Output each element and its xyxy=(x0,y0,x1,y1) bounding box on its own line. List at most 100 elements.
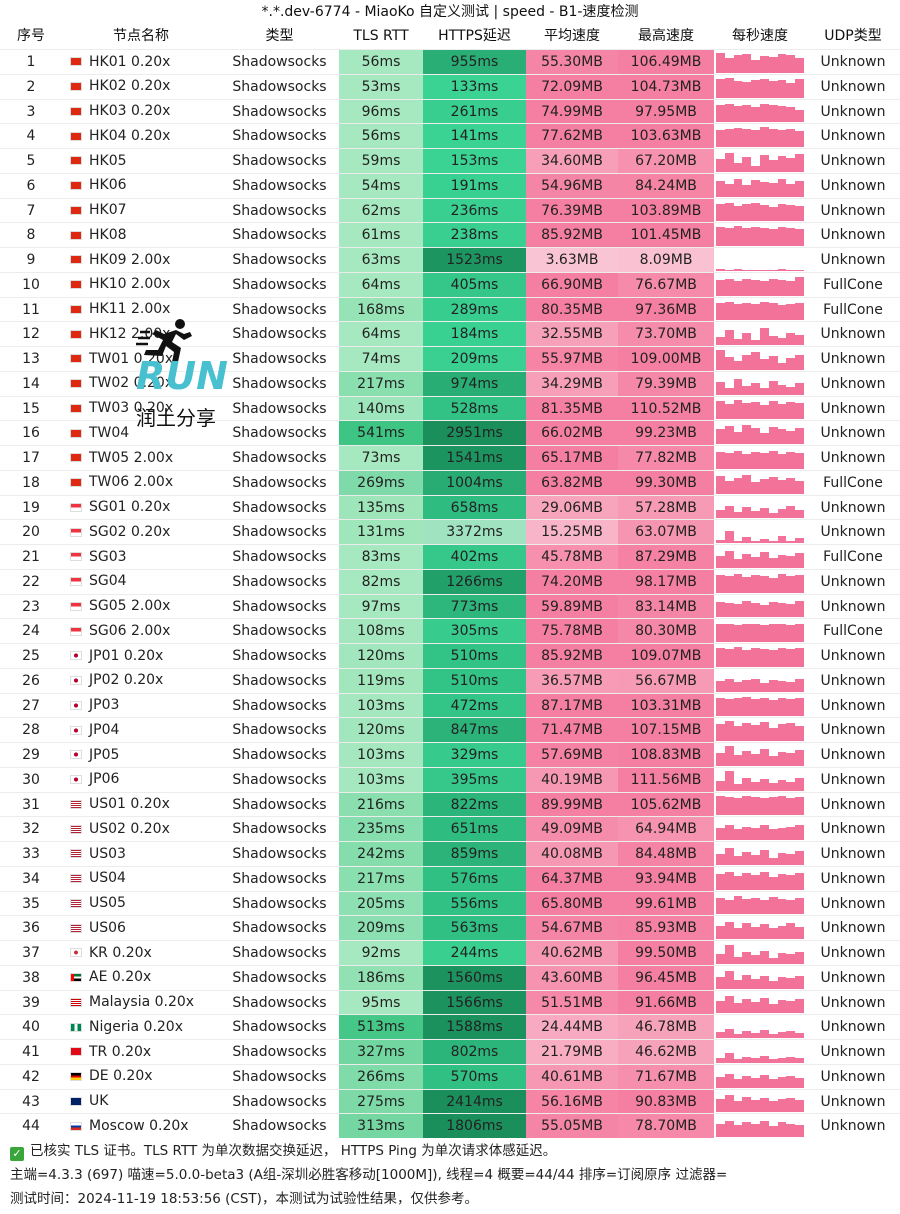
sparkline-bar xyxy=(724,848,734,865)
tls-rtt: 140ms xyxy=(339,395,423,421)
sparkline-bars xyxy=(716,1017,804,1038)
sparkline-bar xyxy=(786,797,796,816)
flag-us-icon xyxy=(70,799,82,809)
node-name: HK03 0.20x xyxy=(89,103,171,119)
sparkline-bars xyxy=(716,126,804,147)
sparkline-bars xyxy=(716,102,804,123)
sparkline-bar xyxy=(768,727,778,741)
sparkline-bar xyxy=(786,854,796,865)
sparkline-bar xyxy=(759,301,769,321)
sparkline-bar xyxy=(759,270,769,271)
sparkline-bar xyxy=(716,539,725,543)
row-index: 33 xyxy=(0,841,62,866)
row-index: 44 xyxy=(0,1113,62,1138)
sparkline-bar xyxy=(733,361,743,370)
tls-rtt: 120ms xyxy=(339,643,423,668)
node-name-cell: Nigeria 0.20x xyxy=(62,1014,220,1039)
sparkline-bar xyxy=(768,335,778,345)
sparkline-bar xyxy=(795,205,804,222)
udp-type: Unknown xyxy=(806,841,900,866)
sparkline-bar xyxy=(786,874,796,890)
sparkline-bar xyxy=(733,105,743,123)
sparkline-bar xyxy=(742,554,752,568)
sparkline-bar xyxy=(733,1124,743,1137)
flag-hk-icon xyxy=(70,280,82,290)
table-row: 38 AE 0.20x Shadowsocks 186ms 1560ms 43.60MB 9… xyxy=(0,964,900,990)
tls-rtt: 95ms xyxy=(339,989,423,1015)
node-type: Shadowsocks xyxy=(220,766,339,792)
sparkline-bar xyxy=(742,723,752,741)
sparkline-bar xyxy=(768,896,778,915)
https-ping: 556ms xyxy=(423,890,526,916)
per-second-sparkline xyxy=(714,123,806,148)
sparkline-bars xyxy=(716,1092,804,1113)
sparkline-bar xyxy=(759,825,769,840)
max-speed: 97.36MB xyxy=(618,296,714,322)
https-ping: 658ms xyxy=(423,494,526,520)
https-ping: 955ms xyxy=(423,49,526,74)
sparkline-bar xyxy=(786,1076,796,1088)
sparkline-bar xyxy=(716,429,725,444)
sparkline-bar xyxy=(724,825,734,840)
row-index: 6 xyxy=(0,172,62,198)
table-row: 8 HK08 Shadowsocks 61ms 238ms 85.92MB 101.45MB… xyxy=(0,222,900,247)
sparkline-bar xyxy=(733,338,743,345)
node-name-cell: JP04 xyxy=(62,717,220,742)
sparkline-bar xyxy=(768,1058,778,1063)
table-header: 序号 节点名称 类型 TLS RTT HTTPS延迟 平均速度 最高速度 每秒速… xyxy=(0,24,900,49)
row-index: 19 xyxy=(0,494,62,520)
node-type: Shadowsocks xyxy=(220,544,339,569)
sparkline-bar xyxy=(716,104,725,123)
avg-speed: 57.69MB xyxy=(526,742,618,767)
sparkline-bar xyxy=(759,997,769,1014)
avg-speed: 34.29MB xyxy=(526,370,618,396)
table-row: 42 DE 0.20x Shadowsocks 266ms 570ms 40.61MB 71… xyxy=(0,1063,900,1089)
sparkline-bar xyxy=(716,601,725,618)
sparkline-bar xyxy=(786,682,796,692)
sparkline-bar xyxy=(716,227,725,246)
sparkline-bar xyxy=(795,109,804,123)
per-second-sparkline xyxy=(714,643,806,668)
per-second-sparkline xyxy=(714,989,806,1015)
sparkline-bar xyxy=(716,130,725,147)
node-name-cell: TW02 0.20x xyxy=(62,370,220,396)
table-row: 15 TW03 0.20x Shadowsocks 140ms 528ms 81.35MB… xyxy=(0,395,900,421)
tls-rtt: 120ms xyxy=(339,717,423,742)
node-type: Shadowsocks xyxy=(220,915,339,940)
row-index: 9 xyxy=(0,247,62,272)
sparkline-bar xyxy=(777,1098,787,1113)
sparkline-bar xyxy=(768,229,778,246)
table-row: 27 JP03 Shadowsocks 103ms 472ms 87.17MB 103.31… xyxy=(0,692,900,718)
max-speed: 71.67MB xyxy=(618,1063,714,1089)
max-speed: 64.94MB xyxy=(618,816,714,841)
row-index: 42 xyxy=(0,1063,62,1089)
per-second-sparkline xyxy=(714,73,806,99)
max-speed: 63.07MB xyxy=(618,519,714,544)
sparkline-bar xyxy=(716,697,725,717)
sparkline-bars xyxy=(716,1067,804,1088)
sparkline-bar xyxy=(724,551,734,568)
sparkline-bar xyxy=(786,452,796,469)
sparkline-bar xyxy=(795,926,804,939)
sparkline-bar xyxy=(716,781,725,791)
sparkline-bar xyxy=(759,538,769,543)
sparkline-bar xyxy=(751,1057,760,1063)
node-type: Shadowsocks xyxy=(220,890,339,916)
avg-speed: 45.78MB xyxy=(526,544,618,569)
sparkline-bar xyxy=(795,697,804,717)
max-speed: 98.17MB xyxy=(618,568,714,594)
https-ping: 191ms xyxy=(423,172,526,198)
node-name-cell: SG04 xyxy=(62,568,220,594)
per-second-sparkline xyxy=(714,469,806,495)
row-index: 24 xyxy=(0,618,62,643)
sparkline-bar xyxy=(786,184,796,197)
avg-speed: 85.92MB xyxy=(526,643,618,668)
sparkline-bar xyxy=(777,337,787,345)
sparkline-bar xyxy=(795,825,804,840)
sparkline-bar xyxy=(716,925,725,939)
sparkline-bar xyxy=(751,855,760,865)
udp-type: Unknown xyxy=(806,519,900,544)
https-ping: 510ms xyxy=(423,643,526,668)
sparkline-bars xyxy=(716,473,804,494)
avg-speed: 34.60MB xyxy=(526,148,618,173)
